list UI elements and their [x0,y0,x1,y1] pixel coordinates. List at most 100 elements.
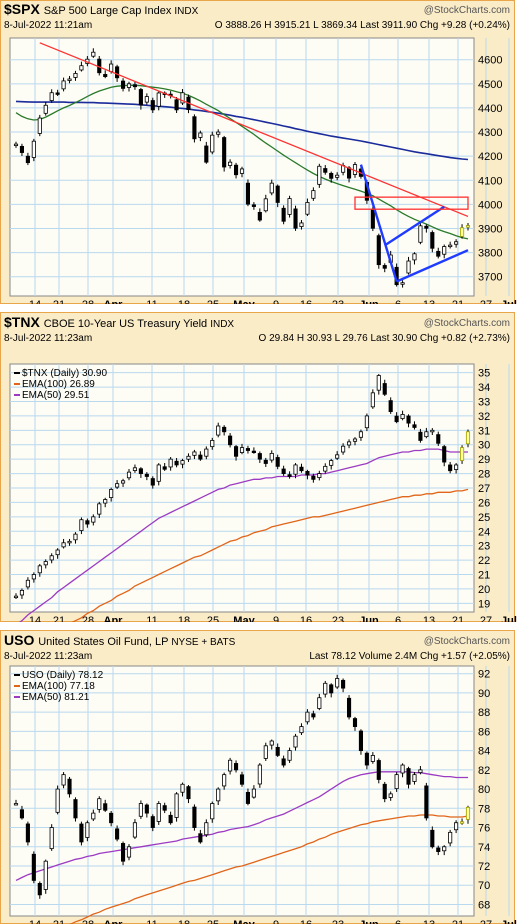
candle [55,89,60,96]
candle-body [79,823,84,843]
candle-body [346,441,352,446]
candle [109,487,114,502]
candle [394,772,399,792]
candle-body [222,137,227,168]
candle-body [299,726,304,734]
watermark: @StockCharts.com [424,318,510,329]
candle [311,473,316,483]
y-tick-label: 68 [478,899,490,911]
candle [317,693,322,711]
candle [97,55,102,76]
y-tick-label: 29 [478,454,490,466]
candle-body [222,774,227,787]
candle-body [126,471,132,479]
candle [382,379,387,397]
candle [245,788,251,806]
candle [329,171,334,183]
candle-body [91,812,96,820]
x-tick-label: 18 [178,615,190,622]
y-tick-label: 28 [478,469,490,481]
candle [174,458,179,468]
candle-body [115,483,120,488]
chart-symbol: USO [4,632,38,648]
chart-symbol: $TNX [4,314,44,330]
trend-line [39,42,469,218]
candle-body [459,447,465,461]
candle-body [442,246,447,255]
candle [144,93,149,105]
candle-body [13,803,19,806]
candle [335,451,340,460]
ema50-line [15,771,468,881]
candle-body [358,730,364,752]
x-tick-label: 21 [452,615,464,622]
candle [13,141,19,148]
candle-body [281,758,286,766]
y-tick-label: 4600 [478,55,502,67]
candle-body [406,260,411,274]
candle [31,138,36,162]
candle [37,563,42,577]
candle-body [436,847,441,852]
candle [162,802,167,814]
candle [180,89,185,106]
candle [31,572,36,583]
x-tick-label: 25 [207,615,219,622]
y-tick-label: 72 [478,861,490,873]
timestamp: 8-Jul-2022 11:23am [4,651,92,662]
candle-body [459,821,465,824]
candle-body [67,78,72,81]
candle-body [85,520,90,525]
candle [204,446,209,460]
candle [281,755,286,768]
candle-body [67,540,72,544]
candle [79,821,84,846]
candle-body [317,697,322,709]
candle-body [245,182,251,205]
candle [263,194,268,213]
candle-body [43,561,48,566]
candle [79,517,84,535]
candle-body [43,104,48,114]
candle-body [210,134,215,153]
candle [299,723,304,736]
candle [281,465,286,476]
candle-body [388,400,393,412]
candle-body [103,803,108,811]
candle [180,458,185,469]
candle-body [150,100,155,111]
y-tick-label: 86 [478,726,490,738]
candle-body [13,143,19,146]
candle [126,844,132,861]
candle-body [436,434,441,444]
candle-body [281,207,286,222]
candle [459,445,465,464]
candle [263,457,268,467]
quote-line: O 29.84 H 30.93 L 29.76 Last 30.90 Chg +… [259,333,510,344]
candle [67,776,72,798]
candle-body [430,232,435,249]
candle-body [287,198,292,215]
candle-body [346,167,352,179]
candle-body [192,451,197,456]
candle [424,427,429,439]
candle [251,785,256,799]
candle [275,743,280,757]
ema50-line [19,448,468,622]
candle-body [424,225,429,229]
candle-body [287,750,292,761]
candle [364,751,369,770]
candle [311,187,316,201]
candle [388,397,393,414]
candle [192,114,197,143]
candle-body [73,73,78,78]
candle [103,70,108,79]
trend-line [384,205,445,247]
y-tick-label: 31 [478,425,490,437]
candle [73,532,78,544]
candle-body [275,457,280,467]
candle [305,198,310,216]
candle [430,826,435,849]
y-tick-label: 4400 [478,103,502,115]
candle [55,548,60,559]
